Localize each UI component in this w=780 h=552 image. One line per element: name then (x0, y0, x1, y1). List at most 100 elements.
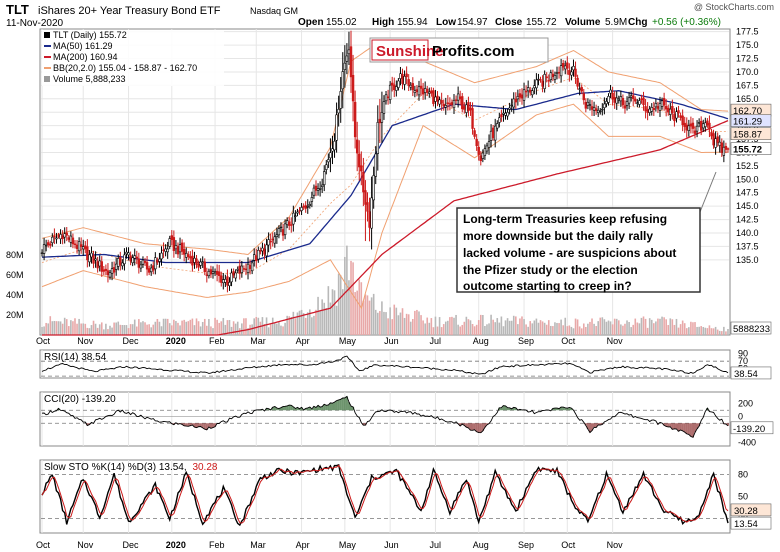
volume-bar (94, 323, 97, 335)
volume-bar (720, 331, 723, 335)
volume-bar (391, 319, 394, 335)
volume-bar (597, 321, 599, 335)
volume-bar (626, 320, 628, 335)
ma50-tag-box (730, 114, 772, 128)
volume-bar (547, 320, 550, 335)
price-bar-body (594, 108, 598, 112)
price-bar-body (384, 94, 388, 102)
cci-oversold-fill (201, 423, 204, 428)
price-bar-body (487, 141, 491, 148)
price-bar-body (294, 215, 297, 217)
volume-bar (152, 324, 155, 335)
volume-bar (447, 320, 449, 335)
price-bar-body (463, 106, 466, 110)
ma50-tag: 161.29 (733, 117, 762, 128)
price-bar-body (82, 246, 85, 250)
cci-overbought-fill (327, 404, 330, 411)
volume-bar (655, 321, 657, 335)
cci-oversold-fill (469, 423, 472, 431)
volume-bar (554, 322, 556, 335)
price-bar-body (108, 272, 112, 278)
volume-bar (403, 317, 406, 335)
volume-bar (704, 327, 707, 335)
volume-bar (323, 302, 326, 335)
price-bar-body (543, 74, 546, 89)
volume-bar (558, 323, 560, 335)
month-label: Nov (607, 540, 624, 550)
volume-bar (653, 323, 655, 335)
price-bar-body (185, 253, 188, 258)
volume-bar (309, 309, 311, 335)
cci-oversold-fill (683, 423, 686, 433)
cci-overbought-fill (277, 408, 280, 411)
price-bar-body (514, 98, 518, 103)
price-bar-body (442, 103, 445, 107)
volume-bar (510, 320, 513, 335)
volume-bar (593, 323, 595, 335)
price-bar-body (366, 202, 369, 212)
volume-bar (572, 328, 575, 335)
price-bar-body (351, 74, 355, 102)
close-tag: 155.72 (733, 145, 762, 156)
price-bar-body (199, 261, 202, 266)
price-bar-body (207, 270, 211, 277)
volume-bar (622, 325, 624, 335)
price-bar-body (267, 239, 270, 246)
price-bar-body (382, 101, 386, 114)
volume-bar (700, 326, 702, 335)
volume-bar (471, 323, 474, 335)
logo-part1: Sunshine (376, 43, 444, 60)
price-bar-body (461, 96, 464, 110)
month-label: Sep (518, 540, 534, 550)
cci-overbought-fill (290, 405, 293, 411)
price-bar-body (603, 103, 606, 108)
price-bar-body (681, 115, 684, 126)
cci-oversold-fill (696, 423, 699, 429)
price-bar-body (504, 112, 507, 116)
volume-bar (72, 321, 74, 335)
price-tick-label: 140.0 (736, 228, 759, 238)
cci-overbought-fill (296, 407, 299, 411)
price-bar-body (436, 95, 439, 102)
price-bar-body (84, 245, 87, 249)
price-bar-body (349, 46, 353, 78)
volume-bar (552, 326, 554, 335)
price-bar-body (145, 262, 149, 270)
volume-bar (53, 320, 56, 335)
volume-bar (407, 314, 410, 335)
price-bar-body (456, 93, 460, 101)
volume-bar (405, 313, 408, 335)
volume-bar (236, 321, 239, 335)
volume-bar (488, 323, 490, 335)
volume-bar (224, 324, 227, 335)
price-bar-body (726, 148, 730, 150)
price-bar-body (203, 261, 206, 273)
price-bar-body (623, 105, 627, 109)
volume-bar (420, 315, 422, 335)
volume-bar (613, 318, 616, 335)
price-bar-body (516, 96, 520, 100)
volume-bar (197, 321, 200, 335)
month-label: Nov (77, 540, 94, 550)
volume-bar (630, 327, 632, 335)
volume-bar (562, 325, 564, 335)
volume-bar (199, 326, 202, 335)
price-bar-body (209, 269, 213, 275)
cci-overbought-fill (570, 408, 573, 411)
volume-bar (620, 324, 622, 335)
volume-bar (376, 312, 379, 335)
price-bar-body (44, 244, 48, 247)
cci-oversold-fill (481, 423, 484, 431)
price-bar-body (636, 102, 639, 104)
cci-oversold-fill (364, 423, 367, 426)
price-bar-body (75, 244, 79, 249)
price-bar-body (572, 65, 575, 71)
price-bar-body (568, 70, 571, 75)
price-bar-body (211, 271, 215, 274)
volume-bar (714, 326, 717, 335)
volume-bar (98, 324, 101, 335)
rsi-tick-label: 70 (738, 356, 748, 366)
volume-tick-label: 40M (6, 290, 24, 300)
price-bar-body (257, 250, 260, 260)
price-bar-body (491, 127, 495, 139)
